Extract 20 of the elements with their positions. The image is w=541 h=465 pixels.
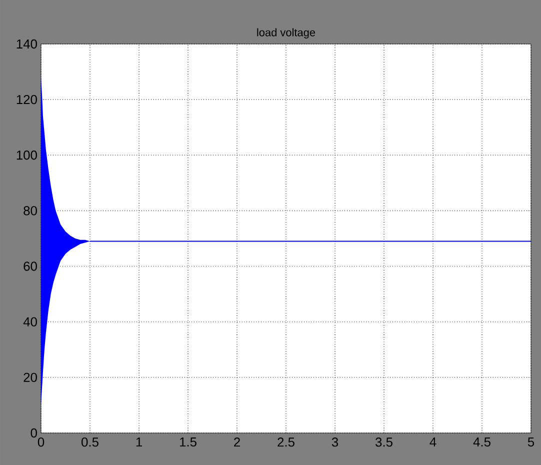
x-tick-label: 1 (136, 438, 142, 446)
x-tick-label: 0 (38, 438, 44, 447)
y-tick-label: 0 (30, 428, 37, 438)
x-tick-label: 0.5 (82, 438, 98, 447)
x-tick-label: 3.5 (376, 438, 392, 447)
y-tick-label: 120 (16, 94, 37, 104)
y-tick-label: 140 (16, 39, 37, 49)
x-tick-label: 3 (332, 438, 338, 447)
y-tick-label: 20 (24, 372, 37, 382)
x-tick-label: 4.5 (473, 438, 490, 447)
y-tick-label: 60 (24, 262, 37, 271)
x-tick-label: 4 (430, 438, 436, 446)
x-tick-label: 1.5 (180, 438, 196, 447)
x-tick-label: 2.5 (278, 438, 294, 447)
y-tick-label: 100 (16, 150, 37, 160)
y-tick-label: 80 (24, 206, 37, 216)
chart-title: load voltage (257, 28, 316, 38)
x-tick-label: 2 (234, 438, 240, 447)
y-tick-label: 40 (23, 317, 37, 326)
x-tick-label: 5 (528, 438, 534, 447)
